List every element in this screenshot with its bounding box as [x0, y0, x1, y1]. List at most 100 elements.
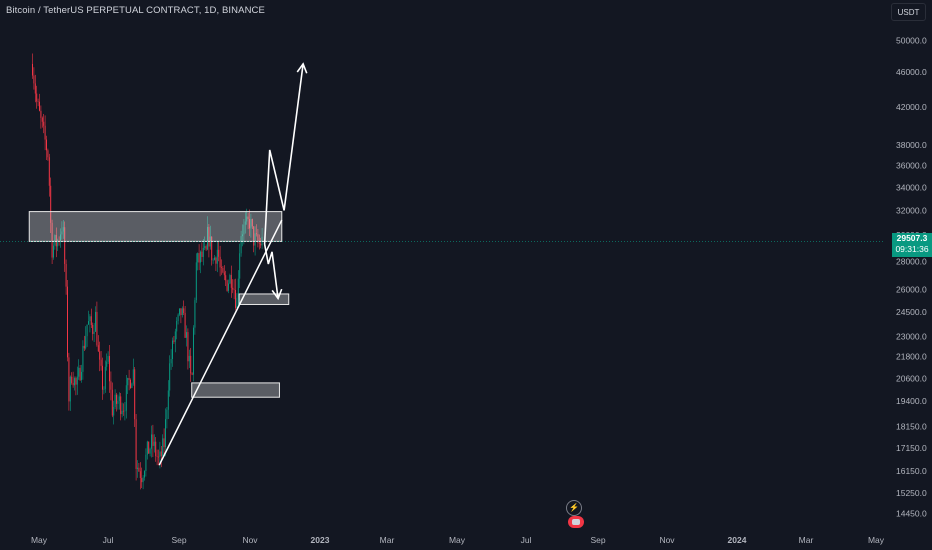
y-tick-label: 21800.0	[896, 352, 927, 362]
candle-body	[102, 365, 104, 390]
x-tick-label: Sep	[171, 535, 186, 545]
candle-body	[100, 359, 102, 366]
candle-body	[163, 438, 165, 448]
candle-body	[78, 367, 80, 377]
candle-body	[41, 117, 43, 122]
candle-body	[177, 314, 179, 321]
candle-body	[242, 234, 244, 237]
candle-body	[188, 355, 190, 362]
candle-body	[86, 324, 88, 337]
candle-body	[128, 378, 130, 380]
candle-body	[48, 157, 50, 186]
candle-body	[144, 471, 146, 478]
candle-body	[55, 235, 57, 247]
candle-body	[60, 234, 62, 241]
candle-body	[117, 400, 119, 404]
candle-body	[46, 139, 48, 151]
candle-body	[165, 419, 167, 448]
candle-body	[250, 219, 252, 229]
candle-body	[191, 373, 193, 375]
candle-body	[132, 369, 134, 384]
candle-body	[226, 280, 228, 291]
candle-body	[212, 259, 214, 261]
candle-body	[174, 331, 176, 342]
candle-body	[186, 332, 188, 338]
candle-body	[124, 410, 126, 412]
x-tick-label: Mar	[380, 535, 395, 545]
y-tick-label: 23000.0	[896, 331, 927, 341]
candle-body	[151, 434, 153, 449]
candle-body	[159, 451, 161, 457]
flag-icon[interactable]	[568, 516, 584, 528]
candle-body	[131, 383, 133, 388]
candle-body	[114, 394, 116, 408]
last-price-value: 29507.3	[896, 233, 928, 243]
candle-body	[120, 396, 122, 415]
candle-body	[162, 438, 164, 457]
candle-body	[246, 216, 248, 222]
candle-body	[215, 257, 217, 264]
candle-body	[125, 385, 127, 411]
candle-body	[228, 283, 230, 291]
price-axis-background	[885, 0, 932, 550]
candle-body	[96, 311, 98, 346]
candle-body	[156, 456, 158, 457]
candle-body	[222, 267, 224, 273]
candle-body	[205, 246, 207, 250]
y-tick-label: 36000.0	[896, 161, 927, 171]
y-tick-label: 15250.0	[896, 488, 927, 498]
candle-body	[194, 300, 196, 328]
candle-body	[90, 316, 92, 325]
symbol-title: Bitcoin / TetherUS PERPETUAL CONTRACT, 1…	[6, 5, 265, 16]
candle-body	[211, 236, 213, 261]
candle-body	[166, 409, 168, 420]
candle-body	[170, 359, 172, 364]
candle-body	[200, 251, 202, 263]
candle-body	[207, 226, 209, 250]
candle-body	[113, 407, 115, 416]
candle-body	[62, 227, 64, 232]
candle-body	[240, 236, 242, 254]
candle-body	[58, 240, 60, 242]
candle-body	[187, 332, 189, 362]
x-tick-label: May	[449, 535, 466, 545]
x-tick-label: Mar	[799, 535, 814, 545]
candle-body	[142, 477, 144, 483]
candle-body	[239, 253, 241, 279]
candle-body	[141, 478, 143, 483]
candle-body	[74, 378, 76, 386]
arrow-head-up	[296, 62, 308, 74]
candle-body	[195, 262, 197, 301]
lightning-icon[interactable]: ⚡	[566, 500, 582, 516]
candle-body	[99, 351, 101, 360]
candle-body	[85, 336, 87, 349]
y-tick-label: 19400.0	[896, 396, 927, 406]
candle-body	[258, 242, 260, 244]
candle-body	[92, 324, 94, 334]
candle-body	[76, 376, 78, 385]
currency-button[interactable]: USDT	[891, 3, 926, 21]
candle-body	[219, 256, 221, 268]
candle-body	[88, 321, 90, 325]
candlestick-series	[32, 53, 263, 490]
candle-body	[160, 451, 162, 457]
candle-body	[173, 340, 175, 342]
candle-body	[51, 222, 53, 258]
candle-body	[103, 388, 105, 390]
candle-body	[40, 110, 42, 118]
y-tick-label: 16150.0	[896, 466, 927, 476]
candle-body	[135, 419, 137, 469]
time-axis: May Jul Sep Nov 2023 Mar May Jul Sep Nov 2024 Mar Ma…	[31, 535, 885, 545]
x-tick-label: Nov	[242, 535, 258, 545]
candle-body	[93, 331, 95, 334]
candle-body	[82, 345, 84, 372]
candle-body	[137, 467, 139, 469]
candle-body	[79, 367, 81, 381]
projection-path-down	[263, 243, 279, 299]
candle-body	[34, 83, 36, 94]
candle-body	[235, 289, 237, 308]
candle-body	[257, 234, 259, 243]
candle-body	[169, 363, 171, 391]
price-axis: 50000.0 46000.0 42000.0 38000.0 36000.0 34000…	[885, 0, 932, 550]
